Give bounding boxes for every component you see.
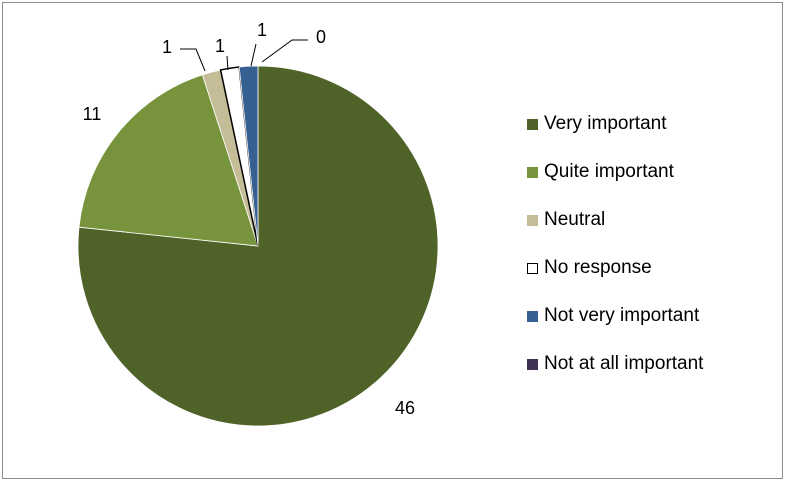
- data-label-not-at-all-important: 0: [316, 27, 326, 47]
- legend-item-neutral: Neutral: [527, 208, 777, 232]
- data-label-not-very-important: 1: [257, 20, 267, 40]
- legend-item-very-important: Very important: [527, 112, 777, 136]
- legend-label: No response: [544, 257, 652, 278]
- pie-slice-not-very-important: [238, 65, 259, 247]
- legend-label: Quite important: [544, 161, 674, 182]
- pie-slice-very-important: [77, 65, 439, 427]
- legend-swatch: [527, 358, 538, 370]
- chart-legend: Very important Quite important Neutral No r…: [527, 112, 777, 400]
- leader-line-not-very-important: [250, 43, 257, 67]
- legend-swatch: [527, 262, 538, 274]
- data-label-quite-important: 11: [83, 104, 102, 124]
- pie-slice-quite-important: [78, 74, 259, 247]
- data-label-no-response: 1: [215, 36, 225, 56]
- legend-swatch: [527, 214, 538, 226]
- legend-label: Neutral: [544, 209, 606, 230]
- legend-item-not-at-all-important: Not at all important: [527, 352, 777, 376]
- legend-swatch: [527, 310, 538, 322]
- leader-line-no-response: [226, 55, 229, 71]
- legend-swatch: [527, 166, 538, 178]
- legend-swatch: [527, 118, 538, 130]
- legend-item-not-very-important: Not very important: [527, 304, 777, 328]
- data-label-very-important: 46: [395, 398, 415, 418]
- legend-label: Very important: [544, 113, 667, 134]
- legend-label: Not at all important: [544, 353, 704, 374]
- leader-line-neutral: [180, 48, 206, 72]
- legend-label: Not very important: [544, 305, 700, 326]
- leader-line-not-at-all-important: [261, 39, 308, 63]
- data-label-neutral: 1: [162, 37, 172, 57]
- legend-item-quite-important: Quite important: [527, 160, 777, 184]
- legend-item-no-response: No response: [527, 256, 777, 280]
